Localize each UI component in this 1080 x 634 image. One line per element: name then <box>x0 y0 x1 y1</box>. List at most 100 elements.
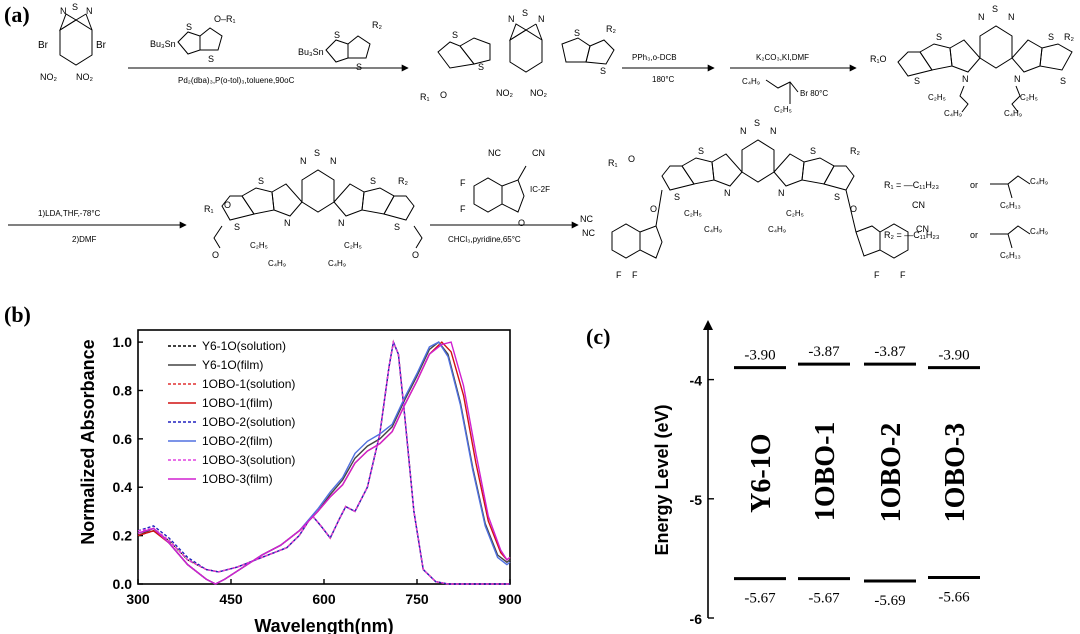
intermediate-1: N S N S S R₁ O S S R₂ NO₂ NO₂ <box>420 8 616 102</box>
c2h5: C₂H₅ <box>928 93 946 102</box>
b-x-tick-label: 600 <box>312 591 336 607</box>
atom-s: S <box>834 192 840 202</box>
r1-o: R₁ <box>420 92 430 102</box>
b-plot-frame <box>137 329 511 585</box>
atom-s: S <box>394 222 400 232</box>
r2-c6h13: C₆H₁₃ <box>1000 251 1021 260</box>
atom-n: N <box>962 74 969 84</box>
step4-bottom: 2)DMF <box>72 235 97 244</box>
c2h5: C₂H₅ <box>684 209 702 218</box>
atom-n: N <box>770 126 777 136</box>
c4h9: C₄H₉ <box>704 225 722 234</box>
atom-s: S <box>1048 32 1054 42</box>
c4h9: C₄H₉ <box>768 225 786 234</box>
step2-top: PPh₃,o-DCB <box>632 53 677 62</box>
b-legend-label: 1OBO-3(solution) <box>202 453 295 467</box>
c-lumo-label: -3.90 <box>938 348 969 364</box>
c-lumo-label: -3.87 <box>874 344 906 360</box>
step3-top: K₂CO₃,KI,DMF <box>756 53 809 62</box>
b-legend-label: Y6-1O(film) <box>202 358 263 372</box>
panel-b-label: (b) <box>4 302 31 327</box>
c4h9: C₄H₉ <box>944 109 962 118</box>
b-y-tick-label: 1.0 <box>113 334 133 350</box>
atom-n: N <box>778 188 785 198</box>
atom-f: F <box>874 270 880 280</box>
b-x-tick-label: 300 <box>126 591 150 607</box>
nc: NC <box>488 148 501 158</box>
step3-br: Br 80°C <box>800 89 828 98</box>
atom-n: N <box>1008 12 1015 22</box>
r-group-definitions: R₁ = —C₁₁H₂₃ or C₄H₉ C₆H₁₃ R₂ = —C₁₁H₂₃ … <box>884 175 1048 260</box>
r1-or: or <box>970 180 978 190</box>
bu3sn-2: Bu₃Sn <box>298 47 324 57</box>
absorbance-chart: 300 450 600 750 900 0.0 0.2 0.4 0.6 0.8 1.0 Y6-1O(s… <box>78 329 522 634</box>
b-x-tick-label: 900 <box>498 591 522 607</box>
atom-o: O <box>212 250 219 260</box>
r2-c4h9: C₄H₉ <box>1030 227 1048 236</box>
step2-bottom: 180°C <box>652 75 675 84</box>
nc: NC <box>582 228 595 238</box>
atom-s: S <box>992 4 998 14</box>
ic-2f-label: IC-2F <box>530 185 550 194</box>
atom-n: N <box>300 156 307 166</box>
atom-s: S <box>698 146 704 156</box>
r1-def: R₁ = —C₁₁H₂₃ <box>884 180 939 190</box>
b-legend-label: 1OBO-2(solution) <box>202 415 295 429</box>
step3-alkyl: C₄H₉ <box>742 77 760 86</box>
cn: CN <box>532 148 545 158</box>
r1o: R₁O <box>870 54 887 64</box>
atom-s: S <box>522 8 528 18</box>
atom-n: N <box>508 14 515 24</box>
c-molecule-label: Y6-1O <box>746 434 777 513</box>
b-legend-label: 1OBO-1(solution) <box>202 377 295 391</box>
atom-o: O <box>412 250 419 260</box>
c2h5: C₂H₅ <box>786 209 804 218</box>
atom-s: S <box>334 30 340 40</box>
atom-n: N <box>724 188 731 198</box>
atom-o: O <box>650 204 657 214</box>
step3-alkyl2: C₂H₅ <box>774 105 792 114</box>
energy-level-diagram: -4 -5 -6 -3.90 -5.67 Y6-1O -3.87 -5.67 1OBO-1 -3.… <box>652 320 980 627</box>
panel-c-label: (c) <box>586 324 611 349</box>
nc: NC <box>580 214 593 224</box>
c-y-tick-label: -5 <box>690 492 703 508</box>
b-y-tick-label: 0.6 <box>113 431 133 447</box>
atom-o: O <box>518 218 525 228</box>
b-y-tick-label: 0.0 <box>113 576 133 592</box>
atom-f: F <box>460 178 466 188</box>
atom-s: S <box>234 222 240 232</box>
atom-o: O <box>628 154 635 164</box>
r1-c6h13: C₆H₁₃ <box>1000 201 1021 210</box>
no2-right: NO₂ <box>76 72 94 82</box>
no2: NO₂ <box>530 88 548 98</box>
atom-n: N <box>86 6 93 16</box>
atom-f: F <box>616 270 622 280</box>
atom-s: S <box>314 148 320 158</box>
r1: R₁ <box>204 204 214 214</box>
atom-n: N <box>60 6 67 16</box>
no2: NO₂ <box>496 88 514 98</box>
atom-n: N <box>978 12 985 22</box>
stannane-reagents: Bu₃Sn S S O–R₁ Bu₃Sn S S R₂ <box>150 14 382 72</box>
atom-s: S <box>478 62 484 72</box>
cn: CN <box>916 224 929 234</box>
atom-f: F <box>632 270 638 280</box>
atom-s: S <box>754 118 760 128</box>
step1-conditions: Pd₂(dba)₃,P(o-tol)₃,toluene,90oC <box>178 76 295 85</box>
atom-s: S <box>1060 76 1066 86</box>
no2-left: NO₂ <box>40 72 58 82</box>
intermediate-3: N S N S S S S N N R₁ O R₂ O O C₂H₅ C₂H₅ … <box>204 148 423 268</box>
r2-sub: R₂ <box>606 24 616 34</box>
cn: CN <box>912 200 925 210</box>
br-left: Br <box>38 40 49 51</box>
b-legend-label: 1OBO-1(film) <box>202 396 273 410</box>
c2h5: C₂H₅ <box>344 241 362 250</box>
atom-s: S <box>370 176 376 186</box>
ic-2f-reagent: NC CN F F O IC-2F <box>460 148 550 228</box>
c-homo-label: -5.67 <box>744 591 776 607</box>
atom-o: O <box>850 204 857 214</box>
synthesis-scheme: N S N Br Br NO₂ NO₂ Bu₃Sn S S O–R₁ Bu₃Sn… <box>8 2 1074 280</box>
r2-sub: R₂ <box>1064 32 1074 42</box>
c-molecule-label: 1OBO-1 <box>810 422 841 522</box>
c-y-tick-label: -6 <box>690 611 703 627</box>
